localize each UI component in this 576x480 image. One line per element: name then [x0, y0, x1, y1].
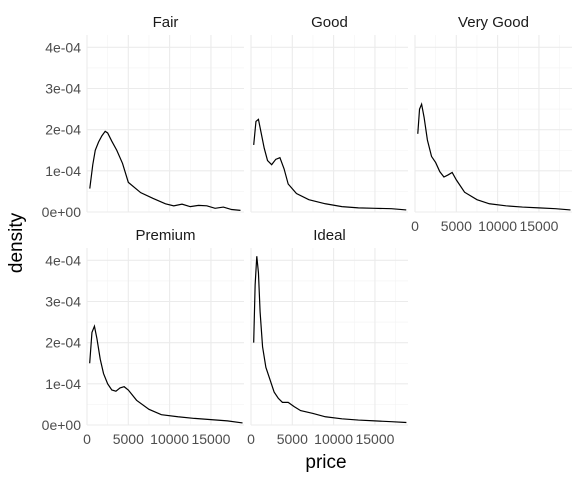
density-line-ideal: [253, 256, 407, 424]
x-tick-label: 5000: [113, 431, 144, 447]
facet-panel-good: Good: [250, 14, 408, 213]
y-axes: 0e+00 1e-04 2e-04 3e-04 4e-04 0e+00 1e-04 2e-04…: [42, 39, 82, 433]
density-line-fair: [89, 130, 241, 211]
y-tick-label: 2e-04: [45, 335, 81, 351]
facet-panel-fair: Fair: [86, 14, 244, 213]
y-tick-label: 3e-04: [45, 294, 81, 310]
x-tick-label: 0: [411, 218, 419, 234]
density-line-very-good: [417, 102, 571, 211]
facet-panel-ideal: Ideal: [250, 227, 408, 426]
facet-panel-very-good: Very Good: [414, 14, 572, 213]
x-tick-label: 0: [247, 431, 255, 447]
y-tick-label: 2e-04: [45, 122, 81, 138]
x-tick-label: 15000: [355, 431, 394, 447]
facet-strip-label: Very Good: [458, 14, 529, 31]
x-axis-title: price: [305, 452, 346, 473]
y-tick-label: 0e+00: [42, 204, 82, 220]
x-tick-label: 15000: [191, 431, 230, 447]
y-tick-label: 4e-04: [45, 252, 81, 268]
x-tick-label: 5000: [441, 218, 472, 234]
x-tick-label: 10000: [314, 431, 353, 447]
x-tick-label: 10000: [150, 431, 189, 447]
facet-strip-label: Ideal: [313, 227, 346, 244]
y-axis-title: density: [6, 212, 27, 273]
density-line-premium: [89, 324, 243, 424]
y-tick-label: 0e+00: [42, 417, 82, 433]
density-line-good: [253, 118, 407, 211]
facet-strip-label: Good: [311, 14, 348, 31]
facet-panels: Fair Good Very Good Premium Ideal: [86, 14, 572, 426]
y-tick-label: 1e-04: [45, 163, 81, 179]
x-tick-label: 15000: [519, 218, 558, 234]
y-tick-label: 4e-04: [45, 39, 81, 55]
x-tick-label: 10000: [478, 218, 517, 234]
facet-panel-premium: Premium: [86, 227, 244, 426]
y-tick-label: 1e-04: [45, 376, 81, 392]
facet-strip-label: Premium: [135, 227, 195, 244]
x-tick-label: 0: [83, 431, 91, 447]
y-tick-label: 3e-04: [45, 81, 81, 97]
x-tick-label: 5000: [277, 431, 308, 447]
facet-strip-label: Fair: [153, 14, 179, 31]
